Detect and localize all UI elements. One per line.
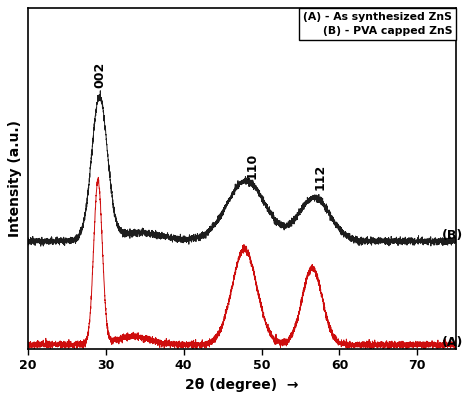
- X-axis label: 2θ (degree)  →: 2θ (degree) →: [185, 378, 299, 392]
- Text: 112: 112: [313, 164, 327, 190]
- Text: 110: 110: [246, 153, 259, 179]
- Text: (B): (B): [442, 229, 464, 242]
- Text: (A): (A): [442, 336, 464, 349]
- Text: (A) - As synthesized ZnS
(B) - PVA capped ZnS: (A) - As synthesized ZnS (B) - PVA cappe…: [303, 12, 452, 36]
- Text: 002: 002: [93, 62, 106, 88]
- Y-axis label: Intensity (a.u.): Intensity (a.u.): [9, 120, 22, 237]
